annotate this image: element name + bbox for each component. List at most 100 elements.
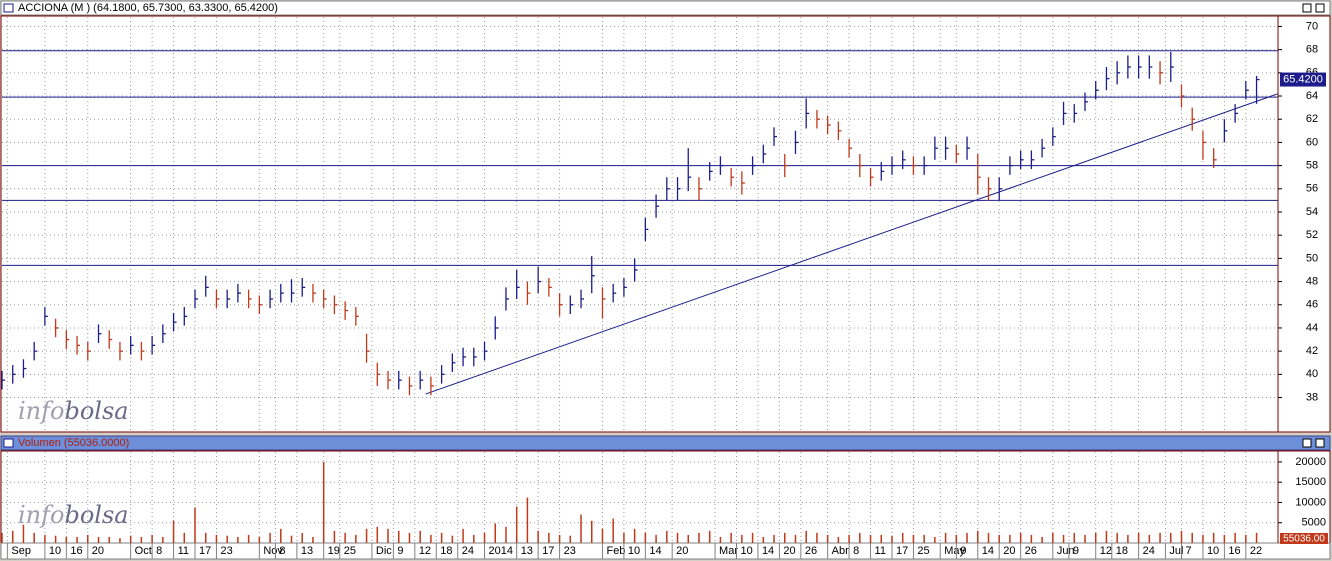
volume-bar xyxy=(419,530,421,543)
minimize-button[interactable] xyxy=(1302,438,1312,448)
volume-bar xyxy=(966,532,968,543)
header-icon xyxy=(3,3,14,13)
watermark: infobolsa xyxy=(18,397,129,425)
watermark-part: info xyxy=(18,501,64,529)
last-price-box xyxy=(1280,72,1326,87)
volume-bar xyxy=(54,535,57,543)
volume-bar xyxy=(1,532,3,543)
x-tick-label: 24 xyxy=(462,545,474,557)
x-tick-label: 14 xyxy=(982,545,994,557)
volume-bar xyxy=(998,534,1000,543)
y-tick-label: 44 xyxy=(1306,322,1318,334)
volume-bar xyxy=(1052,532,1054,543)
volume-bar xyxy=(934,536,936,543)
volume-bar xyxy=(1202,534,1204,543)
volume-bar xyxy=(848,534,850,543)
volume-bar xyxy=(558,534,561,543)
volume-bar xyxy=(826,534,829,543)
volume-bar xyxy=(22,524,25,543)
y-tick-label: 54 xyxy=(1306,206,1318,218)
x-tick-label: 20 xyxy=(92,545,104,557)
x-tick-label: 14 xyxy=(649,545,661,557)
y-tick-label: 10000 xyxy=(1295,496,1326,508)
x-tick-label: Jul xyxy=(1169,545,1183,557)
x-tick-label: 25 xyxy=(917,545,929,557)
close-button[interactable] xyxy=(1315,438,1325,448)
volume-bar xyxy=(408,532,411,543)
price-title: ACCIONA (M ) (64.1800, 65.7300, 63.3300,… xyxy=(18,2,278,14)
x-tick-label: 8 xyxy=(156,545,162,557)
volume-bar xyxy=(1148,534,1151,543)
x-tick-label: 20 xyxy=(783,545,795,557)
volume-bar xyxy=(987,532,990,543)
x-tick-label: Sep xyxy=(11,545,31,557)
y-tick-label: 15000 xyxy=(1295,476,1326,488)
volume-bar xyxy=(215,534,218,543)
volume-bar xyxy=(762,536,765,543)
volume-bar xyxy=(140,536,143,543)
volume-bar xyxy=(194,507,196,543)
volume-bar xyxy=(129,535,132,543)
y-tick-label: 52 xyxy=(1306,229,1318,241)
y-tick-label: 48 xyxy=(1306,275,1318,287)
x-tick-label: 17 xyxy=(542,545,554,557)
volume-bar xyxy=(784,532,786,543)
y-tick-label: 20000 xyxy=(1295,456,1326,468)
x-tick-label: 20 xyxy=(676,545,688,557)
volume-bar xyxy=(258,536,261,543)
y-tick-label: 58 xyxy=(1306,160,1318,172)
volume-bar xyxy=(590,520,593,543)
volume-bar xyxy=(204,532,207,543)
volume-panel xyxy=(0,450,1331,544)
watermark-part: info xyxy=(18,397,64,425)
x-tick-label: 26 xyxy=(1025,545,1037,557)
x-tick-label: Dic xyxy=(376,545,392,557)
volume-bar xyxy=(365,528,368,543)
volume-bar xyxy=(505,526,507,543)
x-tick-label: 9 xyxy=(397,545,403,557)
volume-bar xyxy=(880,534,883,543)
x-tick-label: 23 xyxy=(220,545,232,557)
x-tick-label: 12 xyxy=(1100,545,1112,557)
watermark-part: bolsa xyxy=(64,501,128,529)
volume-bar xyxy=(1234,532,1236,543)
volume-bar xyxy=(708,530,711,543)
volume-bar xyxy=(183,532,186,543)
last-volume-box xyxy=(1280,533,1328,544)
watermark: infobolsa xyxy=(18,501,129,529)
close-button[interactable] xyxy=(1315,3,1325,13)
volume-bar xyxy=(44,534,46,543)
x-tick-label: 18 xyxy=(1116,545,1128,557)
volume-bar xyxy=(923,534,925,543)
x-tick-label: 23 xyxy=(564,545,576,557)
price-header xyxy=(0,0,1331,16)
y-tick-label: 46 xyxy=(1306,299,1318,311)
volume-bar xyxy=(859,532,861,543)
x-tick-label: 24 xyxy=(1143,545,1155,557)
x-tick-label: 7 xyxy=(1185,545,1191,557)
volume-bar xyxy=(944,532,947,543)
volume-bar xyxy=(1105,530,1108,543)
minimize-button[interactable] xyxy=(1302,3,1312,13)
volume-bar xyxy=(580,514,582,543)
x-tick-label: 17 xyxy=(896,545,908,557)
volume-bar xyxy=(730,532,732,543)
x-tick-label: 8 xyxy=(853,545,859,557)
volume-bar xyxy=(376,526,379,543)
x-tick-label: 9 xyxy=(1073,545,1079,557)
volume-bar xyxy=(1094,532,1097,543)
volume-bar xyxy=(322,461,325,543)
x-tick-label: 13 xyxy=(521,545,533,557)
volume-bar xyxy=(11,530,14,543)
volume-bar xyxy=(344,532,346,543)
x-tick-label: 10 xyxy=(628,545,640,557)
volume-bar xyxy=(515,506,518,543)
x-tick-label: 10 xyxy=(1207,545,1219,557)
volume-bar xyxy=(1062,534,1065,543)
volume-bar xyxy=(955,534,958,543)
x-tick-label: Mar xyxy=(719,545,738,557)
y-tick-label: 50 xyxy=(1306,252,1318,264)
volume-bar xyxy=(33,532,35,543)
volume-bar xyxy=(237,536,239,543)
volume-bar xyxy=(1073,532,1076,543)
